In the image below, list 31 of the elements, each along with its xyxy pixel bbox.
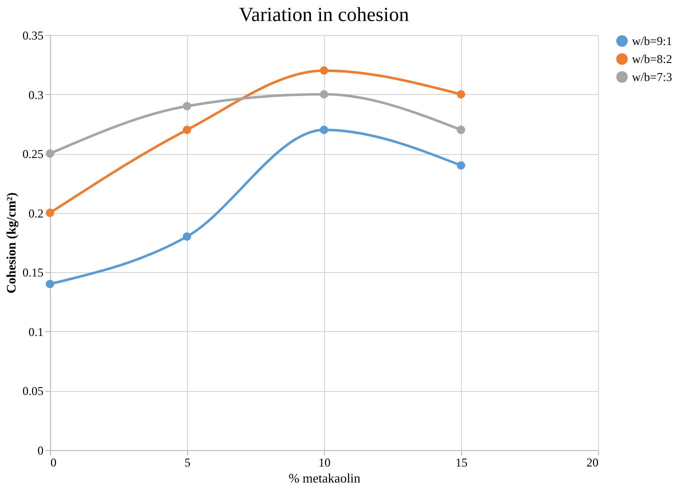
point	[182, 102, 192, 110]
y-tick-label: 0.05	[22, 384, 44, 398]
y-axis-title: Cohesion (kg/cm²)	[4, 192, 18, 294]
point	[456, 126, 466, 134]
x-tick-label: 0	[50, 456, 56, 470]
legend-label: w/b=7:3	[632, 70, 672, 84]
point	[320, 90, 328, 98]
y-tick-label: 0	[38, 444, 44, 458]
x-tick-label: 15	[456, 456, 468, 470]
chart-title: Variation in cohesion	[239, 4, 409, 26]
point	[46, 149, 54, 158]
point	[46, 208, 54, 218]
point	[182, 232, 192, 241]
y-tick-label: 0.35	[22, 28, 44, 42]
y-tick-label: 0.1	[28, 324, 44, 339]
x-axis-title: % metakaolin	[288, 470, 361, 486]
legend-label: w/b=9:1	[632, 34, 672, 48]
y-tick-label: 0.15	[22, 266, 44, 280]
point	[456, 90, 466, 98]
legend-label: w/b=8:2	[632, 52, 672, 66]
point	[320, 66, 328, 75]
y-tick-label: 0.3	[28, 88, 44, 102]
point	[320, 126, 328, 134]
y-tick-label: 0.2	[28, 206, 44, 220]
x-tick-label: 20	[586, 456, 598, 470]
point	[456, 161, 466, 170]
x-tick-label: 5	[184, 456, 190, 470]
point	[46, 280, 54, 288]
x-tick-label: 10	[318, 456, 330, 470]
point	[182, 126, 192, 134]
y-tick-label: 0.25	[22, 147, 44, 162]
